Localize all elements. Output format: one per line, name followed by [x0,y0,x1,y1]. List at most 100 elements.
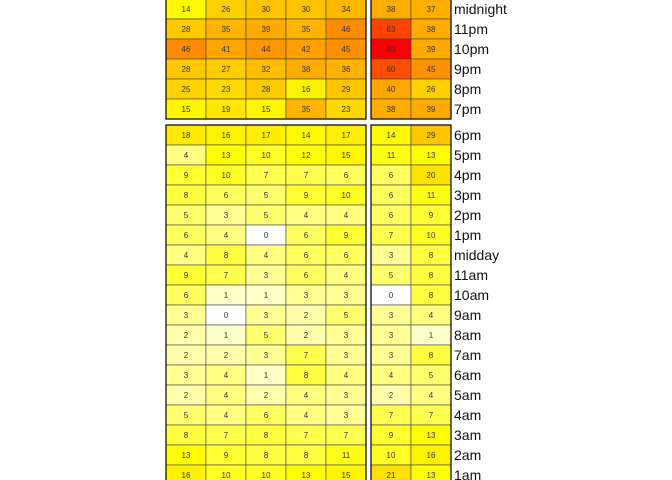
heatmap-cell-label: 3 [344,331,349,340]
heatmap-cell-label: 6 [184,291,189,300]
heatmap-cell-label: 8 [304,371,309,380]
row-label: 3pm [454,187,481,203]
heatmap-cell-label: 38 [387,105,396,114]
heatmap-cell-label: 21 [387,471,396,480]
heatmap-cell-label: 9 [344,231,349,240]
heatmap-cell-label: 16 [222,131,231,140]
heatmap-cell-label: 8 [264,431,269,440]
panel-border [370,124,452,480]
heatmap-cell-label: 4 [304,411,309,420]
row-label: 2pm [454,207,481,223]
heatmap-cell-label: 4 [429,391,434,400]
heatmap-cell-label: 13 [182,451,191,460]
heatmap-cell-label: 3 [344,291,349,300]
heatmap-cell-label: 5 [429,371,434,380]
heatmap-cell-label: 63 [387,25,396,34]
heatmap-cell-label: 8 [184,431,189,440]
heatmap-cell-label: 10 [387,451,396,460]
heatmap-cell-label: 5 [264,331,269,340]
heatmap-cell-label: 16 [182,471,191,480]
row-label: 7am [454,347,481,363]
heatmap-cell-label: 39 [427,45,436,54]
row-label: 11am [454,267,488,283]
heatmap-cell-label: 17 [342,131,351,140]
heatmap-cell-label: 2 [304,331,309,340]
heatmap-cell-label: 2 [184,351,189,360]
heatmap-cell-label: 6 [304,231,309,240]
row-label: 1pm [454,227,481,243]
heatmap-cell-label: 30 [262,5,271,14]
heatmap-cell-label: 6 [304,271,309,280]
heatmap-cell-label: 4 [344,371,349,380]
heatmap-cell-label: 3 [304,291,309,300]
heatmap-cell-label: 6 [389,171,394,180]
heatmap-cell-label: 46 [182,45,191,54]
heatmap-cell-label: 29 [427,131,436,140]
heatmap-cell-label: 15 [342,151,351,160]
heatmap-cell-label: 4 [304,391,309,400]
heatmap-cell-label: 38 [302,65,311,74]
heatmap-cell-label: 3 [224,211,229,220]
heatmap-cell-label: 9 [184,271,189,280]
heatmap-cell-label: 28 [182,65,191,74]
row-label: 6pm [454,127,481,143]
heatmap-cell-label: 8 [304,451,309,460]
heatmap-cell-label: 29 [342,85,351,94]
heatmap-cell-label: 3 [389,351,394,360]
heatmap-cell-label: 42 [302,45,311,54]
row-label: 4am [454,407,481,423]
panel-border [165,0,367,120]
heatmap-cell-label: 4 [184,251,189,260]
heatmap-cell-label: 14 [302,131,311,140]
row-label: 6am [454,367,481,383]
heatmap-cell-label: 60 [387,65,396,74]
heatmap-cell-label: 12 [302,151,311,160]
heatmap-cell-label: 6 [344,171,349,180]
heatmap-cell-label: 5 [184,411,189,420]
heatmap-cell-label: 35 [302,105,311,114]
heatmap-cell-label: 10 [222,171,231,180]
heatmap-cell-label: 7 [429,411,434,420]
heatmap-cell-label: 13 [222,151,231,160]
heatmap-cell-label: 28 [262,85,271,94]
heatmap-cell-label: 3 [264,271,269,280]
heatmap-cell-label: 6 [389,191,394,200]
heatmap-cell-label: 28 [182,25,191,34]
heatmap-cell-label: 3 [389,251,394,260]
heatmap-cell-label: 9 [389,431,394,440]
heatmap-cell-label: 7 [304,351,309,360]
heatmap-cell-label: 13 [427,471,436,480]
heatmap-cell-label: 4 [389,371,394,380]
heatmap-cell-label: 1 [264,291,269,300]
heatmap-cell-label: 38 [427,25,436,34]
row-label: 10am [454,287,489,303]
heatmap-cell-label: 13 [427,431,436,440]
panel-border [165,124,367,480]
heatmap-cell-label: 3 [344,351,349,360]
heatmap-cell-label: 1 [224,291,229,300]
row-label: 10pm [454,41,489,57]
heatmap-cell-label: 7 [304,431,309,440]
heatmap-cell-label: 9 [304,191,309,200]
heatmap-cell-label: 41 [222,45,231,54]
heatmap-cell-label: 2 [389,391,394,400]
heatmap-cell-label: 4 [264,251,269,260]
heatmap-cell-label: 4 [429,311,434,320]
heatmap-cell-label: 5 [184,211,189,220]
heatmap-cell-label: 3 [264,351,269,360]
heatmap-cell-label: 6 [344,251,349,260]
heatmap-cell-label: 10 [262,151,271,160]
row-label: 5pm [454,147,481,163]
heatmap-cell-label: 8 [429,291,434,300]
heatmap-cell-label: 4 [224,391,229,400]
row-label: 3am [454,427,481,443]
heatmap-cell-label: 4 [304,211,309,220]
heatmap-cell-label: 10 [342,191,351,200]
heatmap-cell-label: 2 [184,391,189,400]
heatmap-cell-label: 39 [427,105,436,114]
heatmap-cell-label: 20 [427,171,436,180]
heatmap-cell-label: 3 [389,331,394,340]
heatmap-cell-label: 26 [222,5,231,14]
heatmap-cell-label: 4 [224,371,229,380]
heatmap-cell-label: 1 [264,371,269,380]
